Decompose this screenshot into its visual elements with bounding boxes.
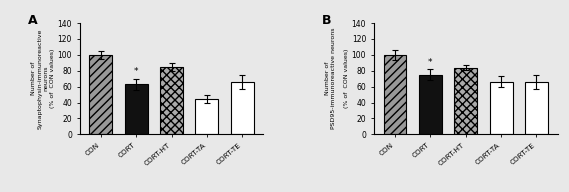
Text: *: *	[428, 58, 432, 67]
Bar	[489, 82, 513, 134]
Text: A: A	[28, 14, 38, 27]
Bar	[160, 67, 183, 134]
Text: B: B	[322, 14, 332, 27]
Bar	[384, 55, 406, 134]
Text: *: *	[134, 67, 138, 76]
Bar	[419, 75, 442, 134]
Bar	[125, 84, 148, 134]
Y-axis label: Number of
PSD95-immunoreactive neurons

(% of  CON values): Number of PSD95-immunoreactive neurons (…	[325, 28, 349, 129]
Bar	[525, 82, 548, 134]
Bar	[195, 99, 218, 134]
Bar	[231, 82, 254, 134]
Bar	[89, 55, 112, 134]
Y-axis label: Number of
Synaptophysin-immunoreactive
neurons
(% of  CON values): Number of Synaptophysin-immunoreactive n…	[31, 29, 55, 129]
Bar	[454, 68, 477, 134]
